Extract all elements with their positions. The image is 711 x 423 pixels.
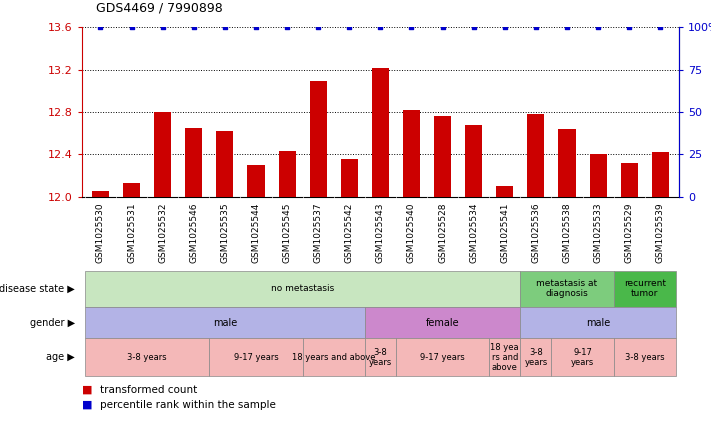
Text: transformed count: transformed count (100, 385, 197, 395)
Text: male: male (213, 318, 237, 327)
Bar (341, 159, 358, 197)
Text: no metastasis: no metastasis (271, 284, 334, 293)
Text: 3-8 years: 3-8 years (127, 353, 167, 362)
Bar (652, 152, 669, 197)
Point (126, 24, 137, 31)
Bar (279, 151, 296, 197)
Text: GSM1025530: GSM1025530 (96, 203, 105, 263)
Point (219, 24, 230, 31)
Point (562, 24, 573, 31)
Bar (216, 131, 233, 197)
Text: GDS4469 / 7990898: GDS4469 / 7990898 (96, 2, 223, 15)
Text: GSM1025536: GSM1025536 (531, 203, 540, 263)
Text: GSM1025546: GSM1025546 (189, 203, 198, 263)
Text: GSM1025542: GSM1025542 (345, 203, 354, 263)
Bar (247, 165, 264, 197)
Point (406, 24, 417, 31)
Point (655, 24, 666, 31)
Bar (589, 154, 606, 197)
Point (282, 24, 293, 31)
Point (188, 24, 199, 31)
Bar (403, 110, 420, 197)
Bar (496, 186, 513, 197)
Bar (528, 114, 545, 197)
Bar (185, 128, 203, 197)
Point (499, 24, 510, 31)
Text: recurrent
tumor: recurrent tumor (624, 279, 665, 298)
Point (343, 24, 355, 31)
Text: GSM1025540: GSM1025540 (407, 203, 416, 263)
Text: GSM1025533: GSM1025533 (594, 203, 603, 263)
Bar (372, 68, 389, 197)
Text: GSM1025528: GSM1025528 (438, 203, 447, 263)
Point (375, 24, 386, 31)
Text: female: female (426, 318, 459, 327)
Bar (309, 81, 327, 197)
Point (592, 24, 604, 31)
Text: age ▶: age ▶ (46, 352, 75, 363)
Text: gender ▶: gender ▶ (30, 318, 75, 327)
Text: GSM1025532: GSM1025532 (158, 203, 167, 263)
Point (468, 24, 479, 31)
Bar (434, 116, 451, 197)
Point (624, 24, 635, 31)
Text: GSM1025531: GSM1025531 (127, 203, 136, 263)
Bar (154, 112, 171, 197)
Point (250, 24, 262, 31)
Text: GSM1025529: GSM1025529 (625, 203, 634, 263)
Text: ■: ■ (82, 385, 92, 395)
Text: 18 yea
rs and
above: 18 yea rs and above (491, 343, 519, 372)
Text: male: male (586, 318, 610, 327)
Text: 9-17 years: 9-17 years (420, 353, 465, 362)
Text: GSM1025534: GSM1025534 (469, 203, 479, 263)
Text: GSM1025543: GSM1025543 (376, 203, 385, 263)
Point (157, 24, 169, 31)
Text: metastasis at
diagnosis: metastasis at diagnosis (537, 279, 597, 298)
Bar (465, 125, 482, 197)
Point (437, 24, 448, 31)
Bar (123, 183, 140, 197)
Text: 18 years and above: 18 years and above (292, 353, 375, 362)
Text: GSM1025539: GSM1025539 (656, 203, 665, 263)
Text: ■: ■ (82, 400, 92, 410)
Text: GSM1025538: GSM1025538 (562, 203, 572, 263)
Text: GSM1025535: GSM1025535 (220, 203, 230, 263)
Text: GSM1025541: GSM1025541 (501, 203, 509, 263)
Point (313, 24, 324, 31)
Text: GSM1025544: GSM1025544 (252, 203, 260, 263)
Text: GSM1025537: GSM1025537 (314, 203, 323, 263)
Text: 3-8
years: 3-8 years (369, 348, 392, 367)
Bar (92, 191, 109, 197)
Text: 9-17 years: 9-17 years (234, 353, 278, 362)
Bar (558, 129, 576, 197)
Text: 3-8 years: 3-8 years (625, 353, 665, 362)
Text: 9-17
years: 9-17 years (571, 348, 594, 367)
Point (95, 24, 106, 31)
Point (530, 24, 542, 31)
Text: GSM1025545: GSM1025545 (282, 203, 292, 263)
Text: percentile rank within the sample: percentile rank within the sample (100, 400, 275, 410)
Text: 3-8
years: 3-8 years (524, 348, 547, 367)
Text: disease state ▶: disease state ▶ (0, 284, 75, 294)
Bar (621, 163, 638, 197)
